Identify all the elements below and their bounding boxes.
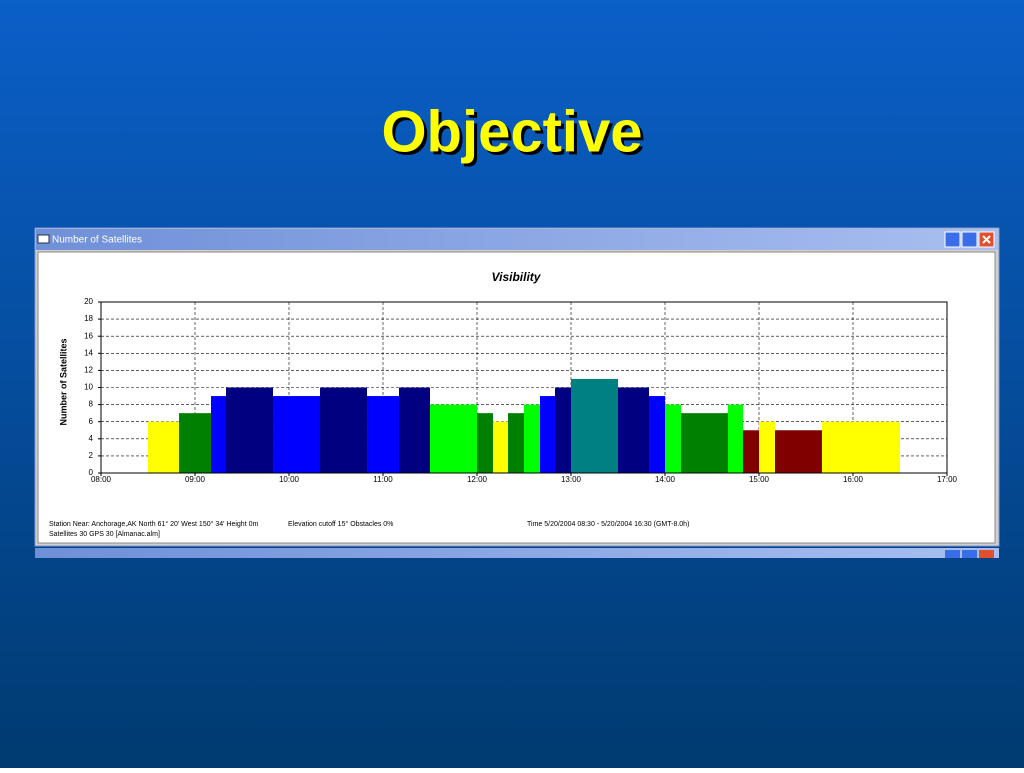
bar [774, 430, 822, 473]
second-window [35, 548, 999, 558]
bar [618, 387, 650, 473]
title-bar [36, 229, 998, 250]
station-info: Station Near: Anchorage,AK North 61° 20'… [49, 520, 258, 528]
plot-frame [100, 301, 948, 474]
bar [477, 413, 493, 473]
bar [273, 396, 321, 473]
bar [179, 413, 211, 473]
x-tick-label: 08:00 [91, 475, 112, 484]
bar [226, 387, 274, 473]
y-axis-label: Number of Satellites [58, 338, 68, 425]
y-tick-label: 4 [89, 434, 94, 443]
y-tick-label: 14 [84, 348, 93, 357]
maximize-button[interactable] [961, 231, 978, 248]
y-tick-label: 16 [84, 331, 93, 340]
x-tick-label: 13:00 [561, 475, 582, 484]
elevation-info: Elevation cutoff 15° Obstacles 0% [288, 520, 393, 528]
y-tick-label: 10 [84, 383, 93, 392]
window-icon [37, 234, 50, 244]
x-tick-label: 11:00 [373, 475, 393, 484]
bar [492, 421, 509, 473]
close-icon [982, 235, 991, 244]
x-tick-label: 15:00 [749, 475, 770, 484]
slide-title: Objective [381, 99, 642, 164]
bar [430, 404, 477, 473]
y-tick-label: 18 [84, 314, 93, 323]
minimize-button[interactable] [944, 231, 961, 248]
y-tick-label: 20 [84, 297, 93, 306]
bar [398, 387, 430, 473]
y-tick-label: 0 [89, 468, 94, 477]
y-tick-label: 8 [89, 400, 94, 409]
bar [649, 396, 665, 473]
satellite-info: Satellites 30 GPS 30 [Almanac.alm] [49, 531, 160, 538]
bar [727, 404, 744, 473]
bar [743, 430, 759, 473]
close-button-2[interactable] [979, 550, 994, 558]
bar [759, 421, 775, 473]
x-tick-label: 16:00 [843, 475, 864, 484]
x-tick-label: 12:00 [467, 475, 488, 484]
bar [571, 378, 618, 473]
bar [320, 387, 368, 473]
time-info: Time 5/20/2004 08:30 - 5/20/2004 16:30 (… [527, 521, 689, 528]
bar [210, 396, 227, 473]
x-tick-label: 09:00 [185, 475, 206, 484]
bar [665, 404, 681, 473]
bar [524, 404, 540, 473]
bar [148, 421, 180, 473]
bar [680, 413, 728, 473]
window-title: Number of Satellites [52, 235, 142, 246]
minimize-button-2[interactable] [945, 550, 960, 558]
y-tick-label: 6 [89, 417, 94, 426]
bar [508, 413, 524, 473]
chart-title: Visibility [492, 270, 542, 284]
y-tick-label: 12 [84, 366, 93, 375]
x-tick-label: 14:00 [655, 475, 676, 484]
bar [539, 396, 556, 473]
x-tick-label: 10:00 [279, 475, 300, 484]
chart-area [37, 251, 996, 544]
maximize-button-2[interactable] [962, 550, 977, 558]
x-tick-label: 17:00 [937, 475, 958, 484]
bar [821, 421, 900, 473]
y-tick-label: 2 [89, 451, 94, 460]
bar [367, 396, 399, 473]
bar [555, 387, 571, 473]
title-shadow: Objective [384, 102, 645, 167]
